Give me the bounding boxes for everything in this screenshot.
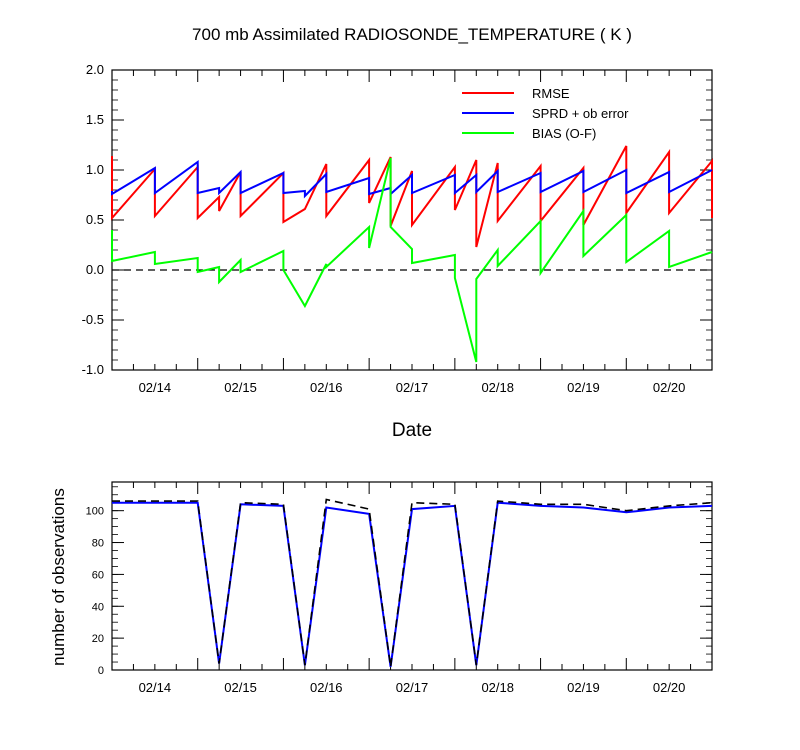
y-tick-label: 1.5: [86, 112, 104, 127]
y-tick-label: 20: [92, 633, 104, 645]
x-tick-label: 02/15: [224, 380, 257, 395]
y-tick-label: -0.5: [82, 312, 104, 327]
x-axis-label: Date: [392, 420, 432, 441]
series-line-rmse: [111, 145, 713, 248]
x-tick-label: 02/14: [139, 680, 172, 695]
y-tick-label: 60: [92, 569, 104, 581]
x-tick-label: 02/20: [653, 680, 686, 695]
x-tick-label: 02/16: [310, 680, 343, 695]
series-line-sprd-ob-error: [111, 160, 713, 199]
legend-label: BIAS (O-F): [532, 126, 596, 141]
y-tick-label: 2.0: [86, 62, 104, 77]
x-tick-label: 02/14: [139, 380, 172, 395]
x-tick-label: 02/17: [396, 380, 429, 395]
legend: RMSE SPRD + ob error BIAS (O-F): [462, 86, 629, 141]
y-tick-label: 0.0: [86, 262, 104, 277]
series-line-used: [112, 501, 713, 667]
x-tick-label: 02/19: [567, 380, 600, 395]
top-chart: -1.0 -0.5 0.0 0.5 1.0 1.5 2.0 02/14 02/15 02/16 02…: [82, 62, 713, 395]
x-tick-label: 02/17: [396, 680, 429, 695]
legend-label: SPRD + ob error: [532, 106, 629, 121]
x-tick-label: 02/16: [310, 380, 343, 395]
x-tick-label: 02/20: [653, 380, 686, 395]
series-line-possible: [112, 498, 713, 667]
bottom-chart: 0 20 40 60 80 100 02/14 02/15 02/16 02/17 02/18 02/…: [86, 481, 713, 695]
x-tick-label: 02/18: [481, 680, 514, 695]
y-tick-label: -1.0: [82, 362, 104, 377]
y-axis-label: number of observations: [49, 488, 68, 666]
x-tick-label: 02/18: [481, 380, 514, 395]
series-line-bias-o-f: [111, 157, 713, 363]
x-tick-label: 02/15: [224, 680, 257, 695]
y-tick-label: 100: [86, 506, 104, 518]
y-tick-label: 40: [92, 601, 104, 613]
y-tick-label: 0: [98, 665, 104, 677]
y-tick-label: 1.0: [86, 162, 104, 177]
y-tick-label: 80: [92, 538, 104, 550]
x-tick-label: 02/19: [567, 680, 600, 695]
legend-label: RMSE: [532, 86, 570, 101]
y-tick-label: 0.5: [86, 212, 104, 227]
chart-title: 700 mb Assimilated RADIOSONDE_TEMPERATUR…: [192, 25, 632, 44]
